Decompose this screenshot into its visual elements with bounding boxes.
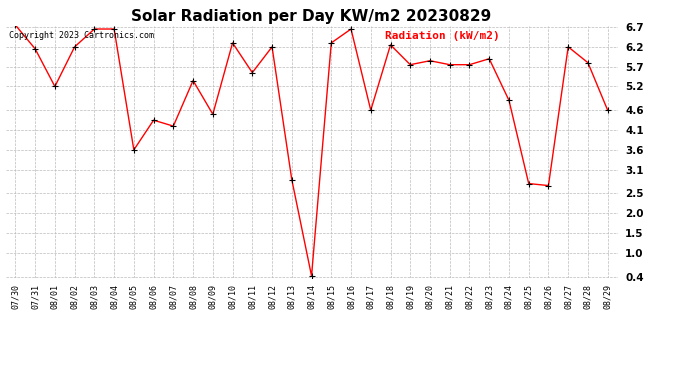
Title: Solar Radiation per Day KW/m2 20230829: Solar Radiation per Day KW/m2 20230829 bbox=[131, 9, 492, 24]
Text: Copyright 2023 Cartronics.com: Copyright 2023 Cartronics.com bbox=[8, 31, 154, 40]
Text: Radiation (kW/m2): Radiation (kW/m2) bbox=[385, 31, 500, 41]
